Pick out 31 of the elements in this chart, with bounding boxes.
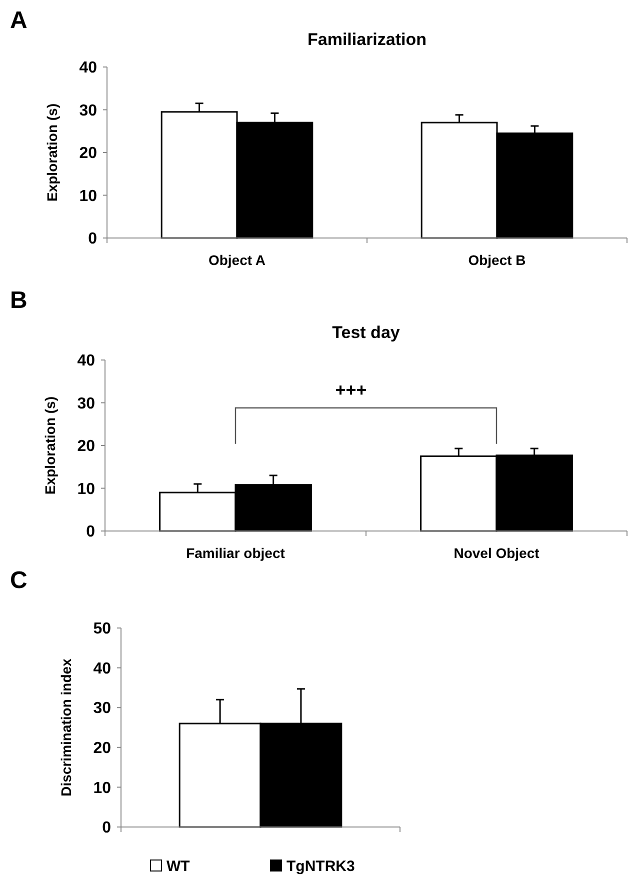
text: B (10, 287, 28, 314)
y-tick-label: 30 (79, 102, 98, 120)
x-tick-label: Object B (468, 252, 526, 268)
y-tick-label: 20 (77, 438, 96, 456)
y-tick-label: 40 (79, 60, 98, 77)
y-tick-label: 30 (77, 395, 96, 412)
y-axis-title: Exploration (s) (42, 396, 58, 495)
x-tick-label: Familiar object (186, 545, 286, 561)
y-tick-label: 40 (77, 352, 96, 370)
chart-title: Familiarization (307, 30, 427, 49)
x-tick-label: Novel Object (454, 545, 540, 561)
legend-label: WT (166, 858, 190, 875)
text: C (10, 567, 28, 594)
y-tick-label: 0 (102, 820, 112, 837)
y-tick-label: 10 (79, 188, 98, 205)
y-axis-title: Exploration (s) (44, 103, 60, 202)
y-tick-label: 0 (86, 524, 96, 541)
x-tick-label: Object A (208, 252, 266, 268)
legend-label: TgNTRK3 (286, 858, 355, 875)
y-tick-label: 0 (88, 230, 98, 248)
y-tick-label: 20 (93, 740, 112, 757)
y-axis-title: Discrimination index (58, 658, 74, 796)
y-tick-label: 10 (93, 780, 112, 797)
y-tick-label: 20 (79, 145, 98, 162)
annotation: +++ (335, 380, 367, 400)
chart-title: Test day (332, 323, 400, 342)
y-tick-label: 10 (77, 480, 96, 498)
y-tick-label: 50 (93, 620, 112, 638)
y-tick-label: 40 (93, 660, 112, 678)
text: A (10, 7, 28, 34)
y-tick-label: 30 (93, 700, 112, 718)
